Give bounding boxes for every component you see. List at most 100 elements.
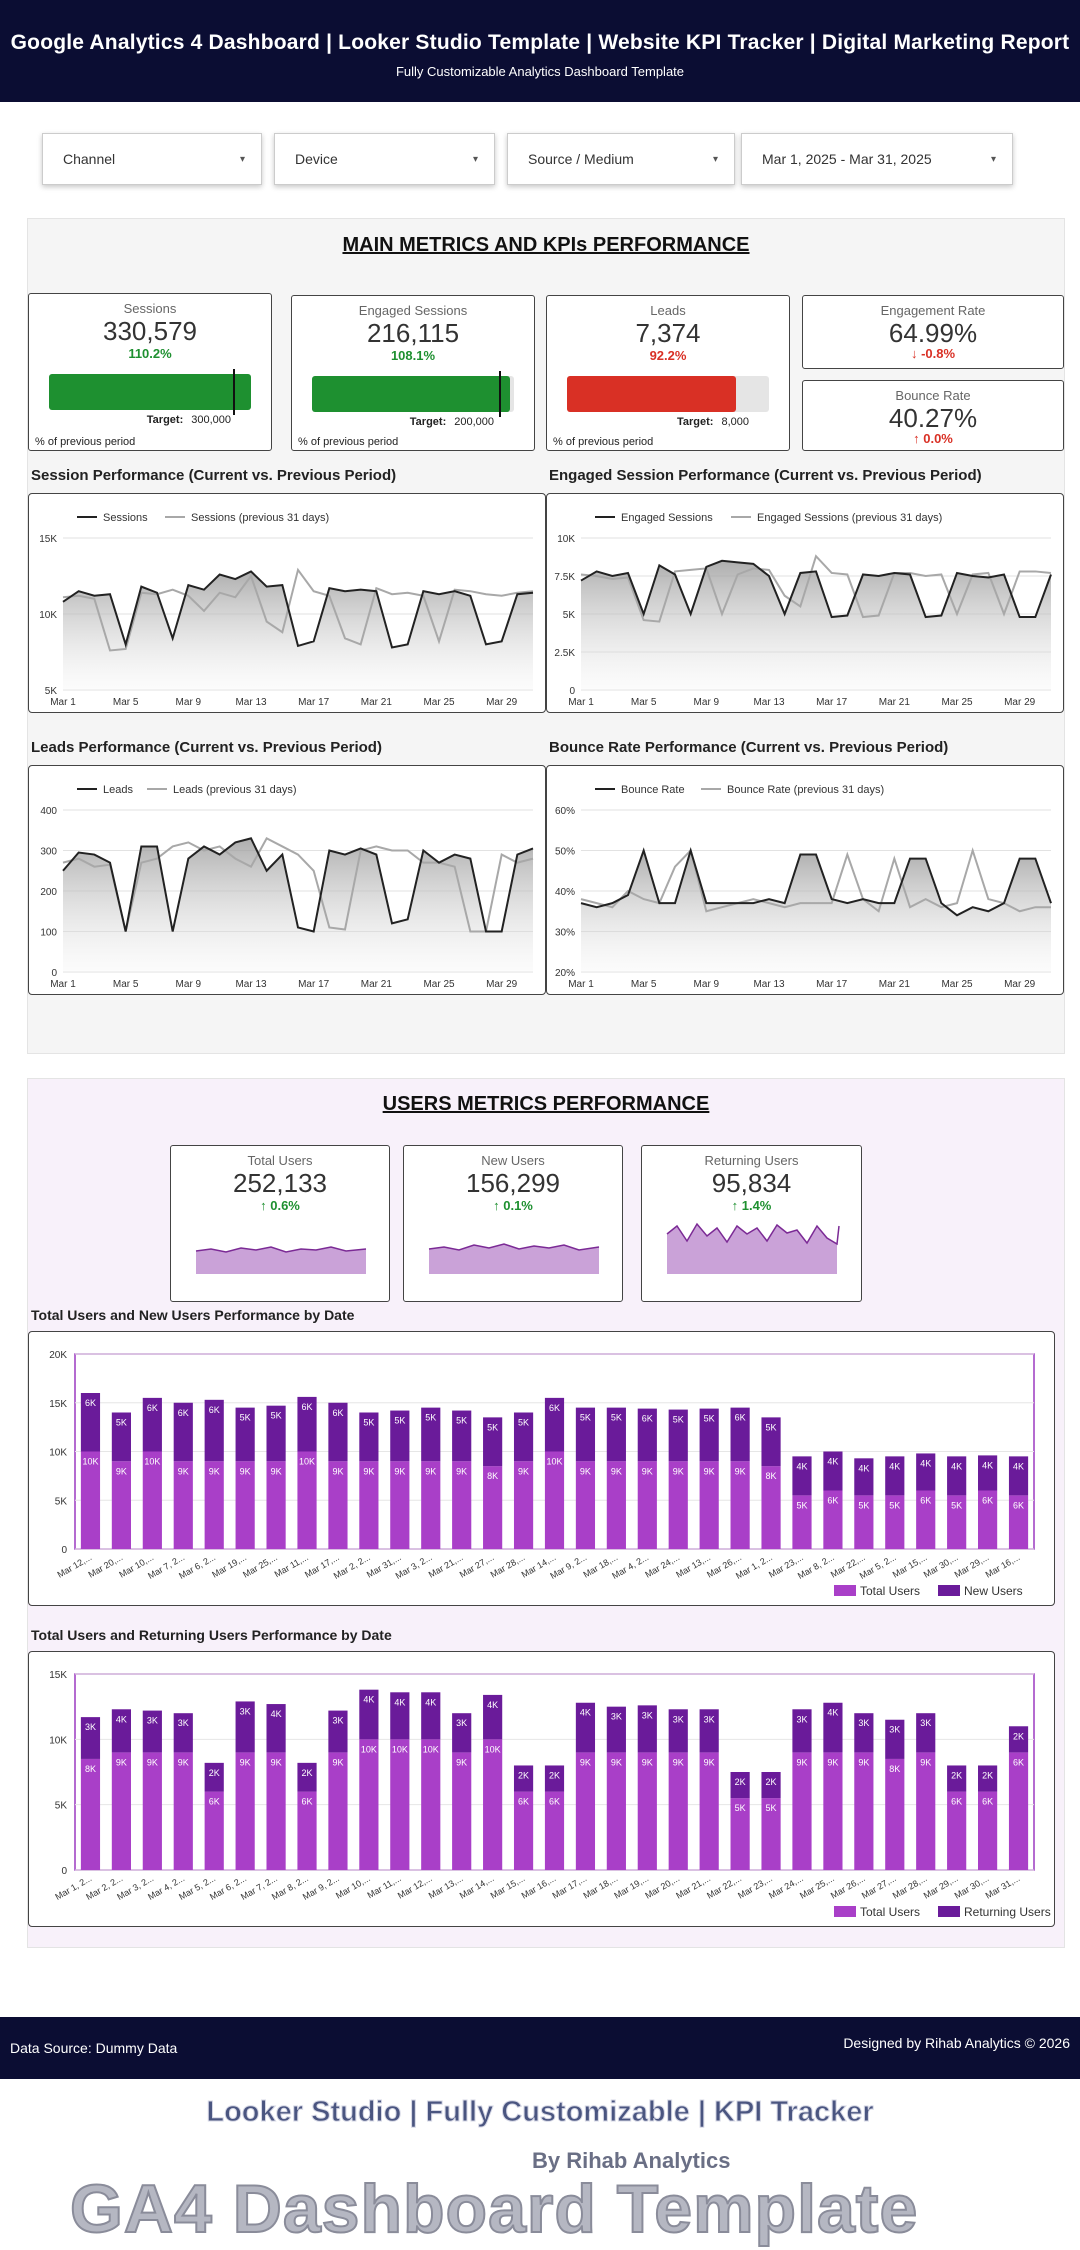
bar-secondary-label: 5K bbox=[766, 1422, 777, 1432]
y-tick-label: 40% bbox=[555, 887, 575, 898]
bar-total-label: 9K bbox=[209, 1466, 220, 1476]
x-tick-label: Mar 12,... bbox=[396, 1873, 434, 1901]
bar-total-users bbox=[390, 1461, 410, 1549]
engaged-note: % of previous period bbox=[298, 436, 399, 448]
bar-total-users bbox=[513, 1461, 534, 1549]
bar-total-users bbox=[483, 1739, 503, 1870]
x-tick-label: Mar 5 bbox=[113, 697, 139, 708]
bar-secondary-label: 5K bbox=[271, 1411, 282, 1421]
x-tick-label: Mar 1 bbox=[50, 979, 76, 990]
x-tick-label: Mar 25 bbox=[423, 979, 455, 990]
bar-total-users bbox=[637, 1461, 657, 1549]
legend-label-total: Total Users bbox=[860, 1584, 920, 1598]
x-tick-label: Mar 12,... bbox=[56, 1552, 94, 1580]
bar-total-users bbox=[111, 1461, 131, 1549]
bar-total-label: 5K bbox=[766, 1803, 777, 1813]
x-tick-label: Mar 30,... bbox=[922, 1552, 960, 1580]
bar-secondary-label: 6K bbox=[332, 1408, 343, 1418]
bar-total-users bbox=[668, 1752, 688, 1870]
date-range-filter[interactable]: Mar 1, 2025 - Mar 31, 2025 ▾ bbox=[741, 133, 1013, 185]
dashboard-subtitle: Fully Customizable Analytics Dashboard T… bbox=[395, 64, 685, 79]
bar-secondary-label: 5K bbox=[240, 1413, 251, 1423]
data-source-text: Data Source: Dummy Data bbox=[10, 2040, 178, 2056]
bar-secondary-users bbox=[761, 1417, 781, 1467]
bar-total-users bbox=[792, 1752, 812, 1870]
bar-total-users bbox=[421, 1461, 441, 1549]
y-tick-label: 7.5K bbox=[554, 572, 575, 583]
channel-filter[interactable]: Channel ▾ bbox=[42, 133, 262, 185]
bar-total-label: 6K bbox=[1013, 1500, 1024, 1510]
bar-secondary-label: 2K bbox=[982, 1770, 993, 1780]
bar-total-label: 8K bbox=[85, 1764, 96, 1774]
bar-total-label: 6K bbox=[518, 1797, 529, 1807]
bar-total-label: 5K bbox=[889, 1500, 900, 1510]
bar-total-users bbox=[947, 1495, 967, 1549]
sessions-label: Sessions bbox=[123, 301, 177, 316]
main-metrics-title: MAIN METRICS AND KPIs PERFORMANCE bbox=[342, 234, 750, 256]
bar-total-users bbox=[204, 1791, 224, 1870]
x-tick-label: Mar 25 bbox=[941, 697, 973, 708]
bar-secondary-label: 2K bbox=[549, 1770, 560, 1780]
bar-secondary-label: 3K bbox=[796, 1714, 807, 1724]
bar-total-label: 9K bbox=[704, 1466, 715, 1476]
bar-secondary-label: 5K bbox=[116, 1418, 127, 1428]
y-tick-label: 15K bbox=[49, 1399, 67, 1410]
returning-users-change: ↑ 1.4% bbox=[731, 1198, 772, 1213]
bar-total-users bbox=[637, 1752, 657, 1870]
device-filter[interactable]: Device ▾ bbox=[274, 133, 495, 185]
sessions-progress-fill bbox=[49, 374, 251, 410]
bar-total-users bbox=[359, 1739, 379, 1870]
bar-total-label: 5K bbox=[951, 1500, 962, 1510]
y-tick-label: 2.5K bbox=[554, 648, 575, 659]
bar-secondary-users bbox=[699, 1408, 719, 1462]
bar-total-label: 9K bbox=[580, 1757, 591, 1767]
current-area bbox=[581, 850, 1051, 972]
bar-total-users bbox=[390, 1739, 410, 1870]
x-tick-label: Mar 25 bbox=[941, 979, 973, 990]
bar-secondary-label: 2K bbox=[302, 1768, 313, 1778]
bar-total-users bbox=[111, 1752, 131, 1870]
legend-swatch-total bbox=[834, 1906, 856, 1917]
bar-total-label: 9K bbox=[394, 1466, 405, 1476]
bounce-rate-value: 40.27% bbox=[888, 403, 978, 433]
leads-kpi-card: Leads 7,374 92.2% Target: 8,000 % of prev… bbox=[546, 295, 790, 451]
engagement-rate-kpi-card: Engagement Rate 64.99% ↓ -0.8% bbox=[802, 295, 1064, 369]
bar-secondary-label: 6K bbox=[549, 1403, 560, 1413]
legend-label-total: Total Users bbox=[860, 1905, 920, 1919]
bar-total-label: 9K bbox=[271, 1757, 282, 1767]
current-period-line bbox=[580, 846, 1052, 917]
bar-secondary-users bbox=[142, 1397, 162, 1452]
x-tick-label: Mar 1 bbox=[568, 697, 594, 708]
channel-filter-label: Channel bbox=[63, 151, 116, 167]
bar-secondary-label: 3K bbox=[456, 1718, 467, 1728]
source-medium-filter[interactable]: Source / Medium ▾ bbox=[507, 133, 735, 185]
bar-secondary-label: 6K bbox=[85, 1398, 96, 1408]
legend-label-secondary: Returning Users bbox=[964, 1905, 1051, 1919]
sessions-kpi-card: Sessions 330,579 110.2% Target: 300,000 %… bbox=[28, 293, 272, 451]
bar-total-label: 5K bbox=[796, 1500, 807, 1510]
x-tick-label: Mar 21 bbox=[361, 979, 393, 990]
bar-secondary-users bbox=[513, 1412, 534, 1462]
returning-users-bar-title: Total Users and Returning Users Performa… bbox=[31, 1627, 392, 1643]
bar-total-label: 9K bbox=[116, 1466, 127, 1476]
x-tick-label: Mar 13,... bbox=[427, 1873, 465, 1901]
x-tick-label: Mar 29 bbox=[486, 697, 518, 708]
legend-swatch-secondary bbox=[938, 1585, 960, 1596]
bar-total-users bbox=[823, 1752, 843, 1870]
bar-secondary-users bbox=[266, 1704, 286, 1753]
y-tick-label: 5K bbox=[45, 686, 58, 697]
bar-total-users bbox=[761, 1798, 781, 1870]
bar-total-users bbox=[854, 1752, 874, 1870]
total-users-change: ↑ 0.6% bbox=[260, 1198, 300, 1213]
x-tick-label: Mar 17 bbox=[298, 697, 330, 708]
bar-secondary-users bbox=[978, 1455, 998, 1491]
bar-secondary-label: 6K bbox=[302, 1402, 313, 1412]
x-tick-label: Mar 28,... bbox=[891, 1873, 929, 1901]
current-period-line bbox=[62, 837, 534, 933]
bar-secondary-label: 5K bbox=[394, 1416, 405, 1426]
bar-total-label: 9K bbox=[858, 1757, 869, 1767]
bar-secondary-users bbox=[111, 1709, 131, 1753]
sessions-note: % of previous period bbox=[35, 436, 136, 448]
bar-secondary-users bbox=[947, 1765, 967, 1792]
leads-progress-fill bbox=[567, 376, 737, 412]
